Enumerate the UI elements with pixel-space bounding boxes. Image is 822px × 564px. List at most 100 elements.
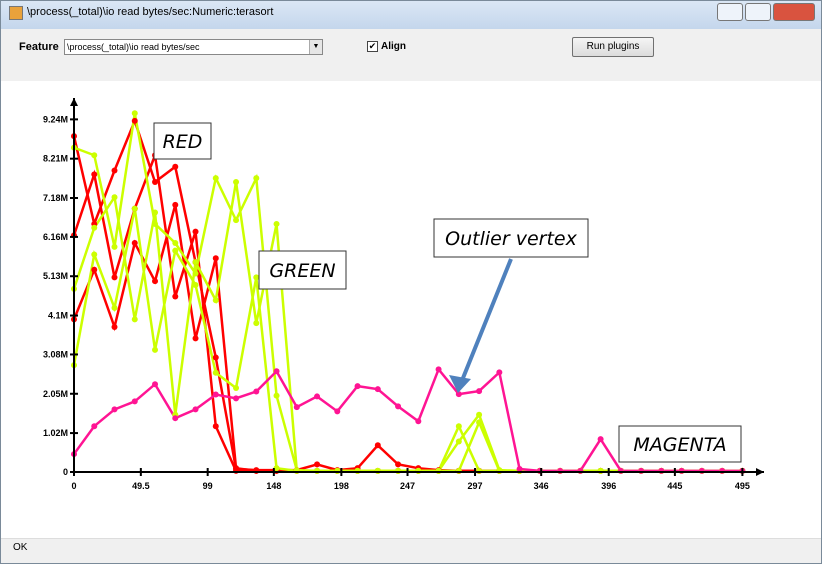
data-point	[131, 240, 138, 247]
x-tick-label: 99	[203, 481, 213, 491]
status-text: OK	[13, 542, 28, 553]
data-point	[91, 224, 98, 231]
data-point	[516, 465, 523, 472]
data-point	[212, 423, 219, 430]
data-point	[273, 368, 280, 375]
x-tick-label: 247	[400, 481, 415, 491]
y-tick-label: 5.13M	[43, 271, 68, 281]
y-tick-label: 8.21M	[43, 154, 68, 164]
data-point	[314, 461, 321, 468]
data-point	[253, 320, 260, 327]
data-point	[273, 392, 280, 399]
annotation-box	[433, 218, 589, 258]
data-point	[476, 419, 483, 426]
x-tick-label: 346	[534, 481, 549, 491]
data-point	[212, 354, 219, 361]
align-label: Align	[381, 41, 406, 52]
title-bar: \process(_total)\io read bytes/sec:Numer…	[1, 1, 821, 29]
x-tick-label: 445	[667, 481, 682, 491]
data-point	[273, 465, 280, 472]
data-point	[91, 251, 98, 258]
data-point	[334, 408, 341, 415]
data-point	[131, 110, 138, 117]
x-tick-label: 49.5	[132, 481, 150, 491]
data-point	[111, 406, 118, 413]
data-point	[253, 274, 260, 281]
data-point	[111, 194, 118, 201]
annotation-box	[258, 250, 347, 290]
data-point	[435, 366, 442, 373]
data-point	[212, 297, 219, 304]
data-point	[192, 270, 199, 277]
data-point	[395, 403, 402, 410]
data-point	[496, 369, 503, 376]
x-tick-label: 396	[601, 481, 616, 491]
data-point	[476, 388, 483, 395]
data-point	[395, 461, 402, 468]
data-point	[374, 386, 381, 393]
x-tick-label: 297	[468, 481, 483, 491]
feature-dropdown[interactable]: \process(_total)\io read bytes/sec ▼	[64, 39, 323, 55]
data-point	[597, 436, 604, 443]
y-tick-label: 7.18M	[43, 193, 68, 203]
annotation-box	[618, 425, 742, 463]
annotation: RED	[163, 131, 203, 153]
annotation: Outlier vertex	[445, 228, 577, 250]
annotation: MAGENTA	[633, 434, 726, 456]
data-point	[111, 167, 118, 174]
data-point	[212, 369, 219, 376]
y-tick-label: 9.24M	[43, 114, 68, 124]
minimize-button[interactable]	[717, 3, 743, 21]
series-line	[72, 366, 743, 473]
data-point	[111, 243, 118, 250]
data-point	[172, 415, 179, 422]
status-bar: OK	[1, 538, 821, 563]
y-tick-label: 4.1M	[48, 311, 68, 321]
data-point	[476, 411, 483, 418]
data-point	[91, 266, 98, 273]
feature-value: \process(_total)\io read bytes/sec	[67, 42, 200, 52]
data-point	[91, 423, 98, 430]
data-point	[212, 255, 219, 262]
data-point	[374, 442, 381, 449]
window-title: \process(_total)\io read bytes/sec:Numer…	[27, 6, 274, 18]
close-button[interactable]	[773, 3, 815, 21]
y-tick-label: 3.08M	[43, 349, 68, 359]
maximize-button[interactable]	[745, 3, 771, 21]
data-point	[212, 175, 219, 182]
x-tick-label: 148	[266, 481, 281, 491]
data-point	[152, 381, 159, 388]
run-plugins-button[interactable]: Run plugins	[572, 37, 654, 57]
data-point	[273, 220, 280, 227]
data-point	[415, 418, 422, 425]
dropdown-arrow[interactable]: ▼	[309, 40, 322, 54]
data-point	[91, 171, 98, 178]
data-point	[212, 391, 219, 398]
annotation-arrowhead	[449, 375, 471, 393]
data-point	[233, 385, 240, 392]
data-point	[233, 217, 240, 224]
data-point	[455, 438, 462, 445]
data-point	[172, 240, 179, 247]
data-point	[111, 323, 118, 330]
x-tick-label: 198	[334, 481, 349, 491]
data-point	[91, 152, 98, 159]
data-point	[233, 178, 240, 185]
data-point	[233, 465, 240, 472]
annotation-box	[153, 122, 212, 160]
data-point	[192, 259, 199, 266]
data-point	[293, 404, 300, 411]
data-point	[172, 201, 179, 208]
y-tick-label: 0	[63, 467, 68, 477]
y-axis-arrow	[70, 98, 78, 106]
align-checkbox[interactable]: ✔	[367, 41, 378, 52]
data-point	[354, 383, 361, 390]
data-point	[131, 316, 138, 323]
data-point	[253, 175, 260, 182]
data-point	[192, 406, 199, 413]
data-point	[152, 346, 159, 353]
data-point	[131, 205, 138, 212]
data-point	[233, 395, 240, 402]
annotation-arrow	[459, 258, 513, 384]
